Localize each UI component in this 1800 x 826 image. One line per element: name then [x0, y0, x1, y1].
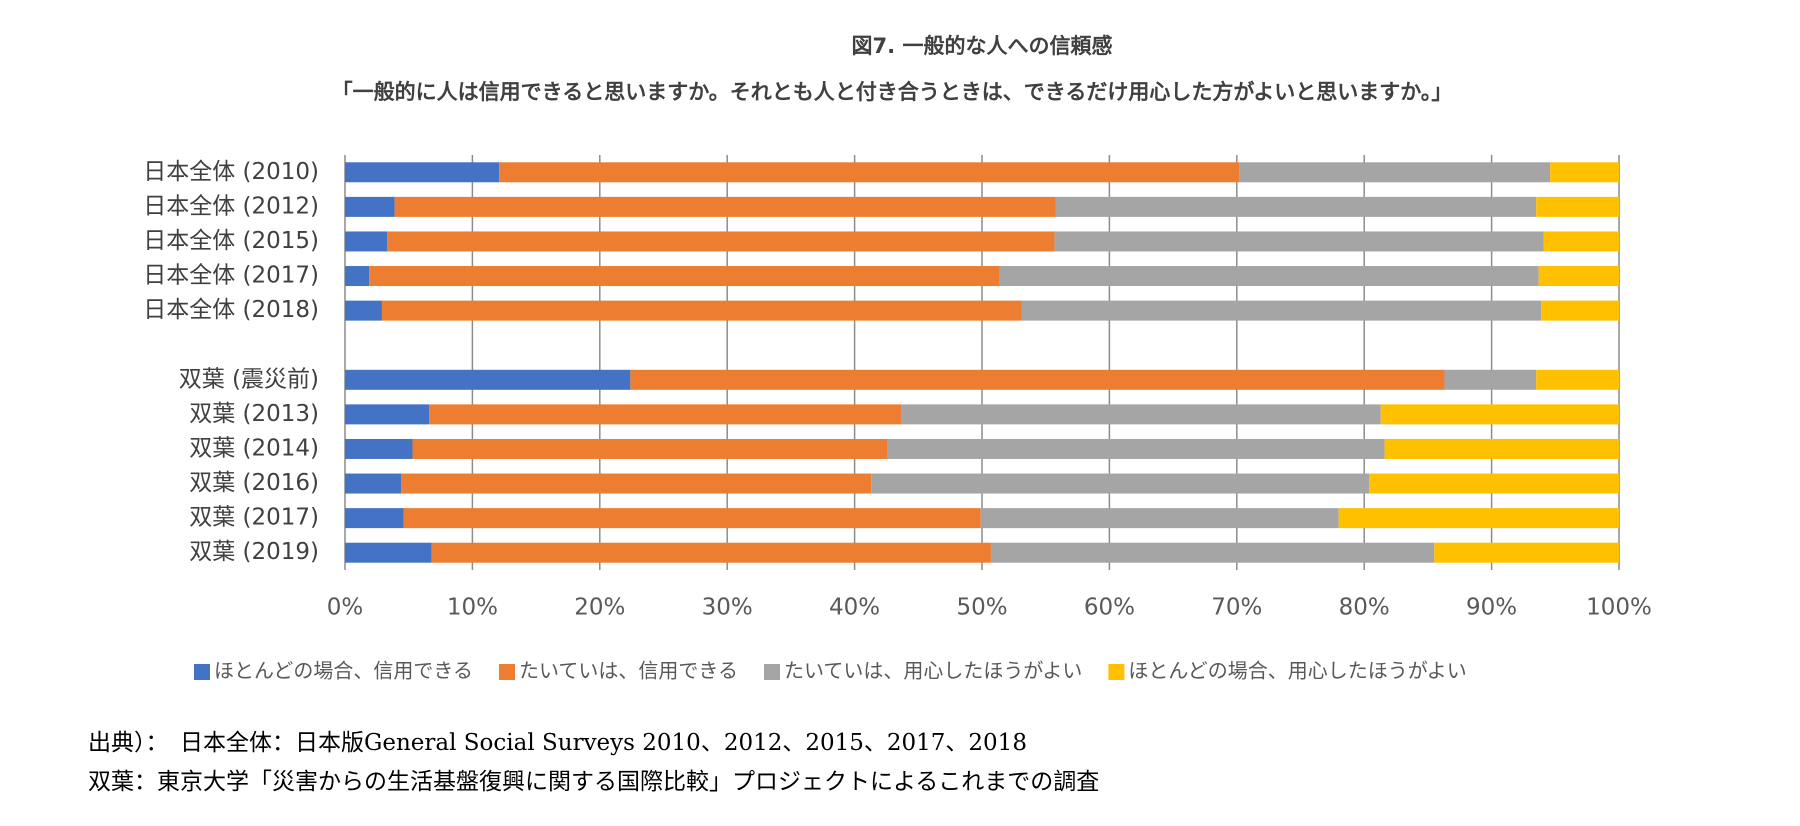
- legend-swatch: [194, 664, 210, 680]
- bar-segment: [1021, 300, 1542, 321]
- bar-segment: [345, 508, 404, 529]
- bar-segment: [630, 369, 1445, 390]
- y-tick-label: 日本全体 (2018): [143, 297, 319, 323]
- bar-segment: [345, 196, 395, 217]
- bar-segment: [980, 508, 1339, 529]
- bar-segment: [412, 438, 888, 459]
- chart-title: 図7. 一般的な人への信頼感: [852, 34, 1113, 58]
- bar-segment: [345, 369, 631, 390]
- legend-label: たいていは、用心したほうがよい: [784, 659, 1082, 683]
- y-tick-label: 双葉 (2019): [189, 539, 319, 565]
- bar-segment: [990, 542, 1435, 563]
- bar-segment: [345, 266, 370, 287]
- bar-segment: [1541, 300, 1619, 321]
- bar-segment: [901, 404, 1381, 425]
- bar-segment: [999, 266, 1539, 287]
- bar-segment: [1444, 369, 1537, 390]
- y-tick-label: 日本全体 (2010): [143, 159, 319, 185]
- bar-segment: [499, 162, 1240, 183]
- bar-segment: [1536, 196, 1619, 217]
- x-tick-label: 60%: [1084, 595, 1135, 621]
- bar-segment: [1543, 231, 1619, 252]
- y-tick-label: 双葉 (2013): [189, 401, 319, 427]
- bar-segment: [1384, 438, 1619, 459]
- bar-segment: [1239, 162, 1551, 183]
- source-note: 出典）： 日本全体：日本版General Social Surveys 2010…: [88, 730, 1027, 756]
- legend-swatch: [499, 664, 515, 680]
- bar-segment: [403, 508, 981, 529]
- bar-segment: [394, 196, 1056, 217]
- legend-swatch: [1108, 664, 1125, 680]
- x-tick-label: 70%: [1211, 595, 1262, 621]
- x-tick-label: 80%: [1339, 595, 1390, 621]
- x-tick-label: 90%: [1466, 595, 1517, 621]
- legend-label: ほとんどの場合、信用できる: [214, 659, 473, 683]
- bar-segment: [345, 231, 388, 252]
- bar-segment: [345, 473, 402, 494]
- y-tick-label: 日本全体 (2017): [143, 263, 319, 289]
- y-tick-label: 日本全体 (2012): [143, 193, 319, 219]
- y-tick-label: 双葉 (2016): [189, 470, 319, 496]
- bar-segment: [1550, 162, 1619, 183]
- bar-segment: [1369, 473, 1619, 494]
- legend-label: ほとんどの場合、用心したほうがよい: [1128, 659, 1466, 683]
- legend-label: たいていは、信用できる: [519, 659, 738, 683]
- y-tick-label: 双葉 (2017): [189, 505, 319, 531]
- bar-segment: [1055, 196, 1537, 217]
- bar-segment: [345, 162, 500, 183]
- x-tick-label: 20%: [574, 595, 625, 621]
- legend-swatch: [764, 664, 780, 680]
- x-tick-label: 100%: [1586, 595, 1652, 621]
- chart-subtitle: 「一般的に人は信用できると思いますか。それとも人と付き合うときは、できるだけ用心…: [332, 80, 1453, 104]
- bar-segment: [429, 404, 902, 425]
- source-note: 双葉：東京大学「災害からの生活基盤復興に関する国際比較」プロジェクトによるこれま…: [88, 769, 1099, 795]
- bar-segment: [345, 542, 432, 563]
- x-tick-label: 30%: [702, 595, 753, 621]
- x-tick-label: 0%: [327, 595, 364, 621]
- bar-segment: [1338, 508, 1619, 529]
- bar-segment: [345, 300, 382, 321]
- x-tick-label: 50%: [956, 595, 1007, 621]
- bar-segment: [1538, 266, 1619, 287]
- bar-segment: [1536, 369, 1619, 390]
- bar-segment: [887, 438, 1385, 459]
- x-tick-label: 10%: [447, 595, 498, 621]
- y-tick-label: 双葉 (震災前): [179, 366, 319, 392]
- bar-segment: [431, 542, 991, 563]
- bar-segment: [369, 266, 1000, 287]
- x-tick-label: 40%: [829, 595, 880, 621]
- bar-segment: [401, 473, 872, 494]
- y-tick-label: 双葉 (2014): [189, 435, 319, 461]
- y-tick-label: 日本全体 (2015): [143, 228, 319, 254]
- bar-segment: [387, 231, 1055, 252]
- bar-segment: [381, 300, 1022, 321]
- bar-segment: [345, 438, 413, 459]
- bar-segment: [1434, 542, 1619, 563]
- bar-segment: [1054, 231, 1544, 252]
- bar-segment: [871, 473, 1370, 494]
- bar-segment: [345, 404, 430, 425]
- bar-segment: [1380, 404, 1619, 425]
